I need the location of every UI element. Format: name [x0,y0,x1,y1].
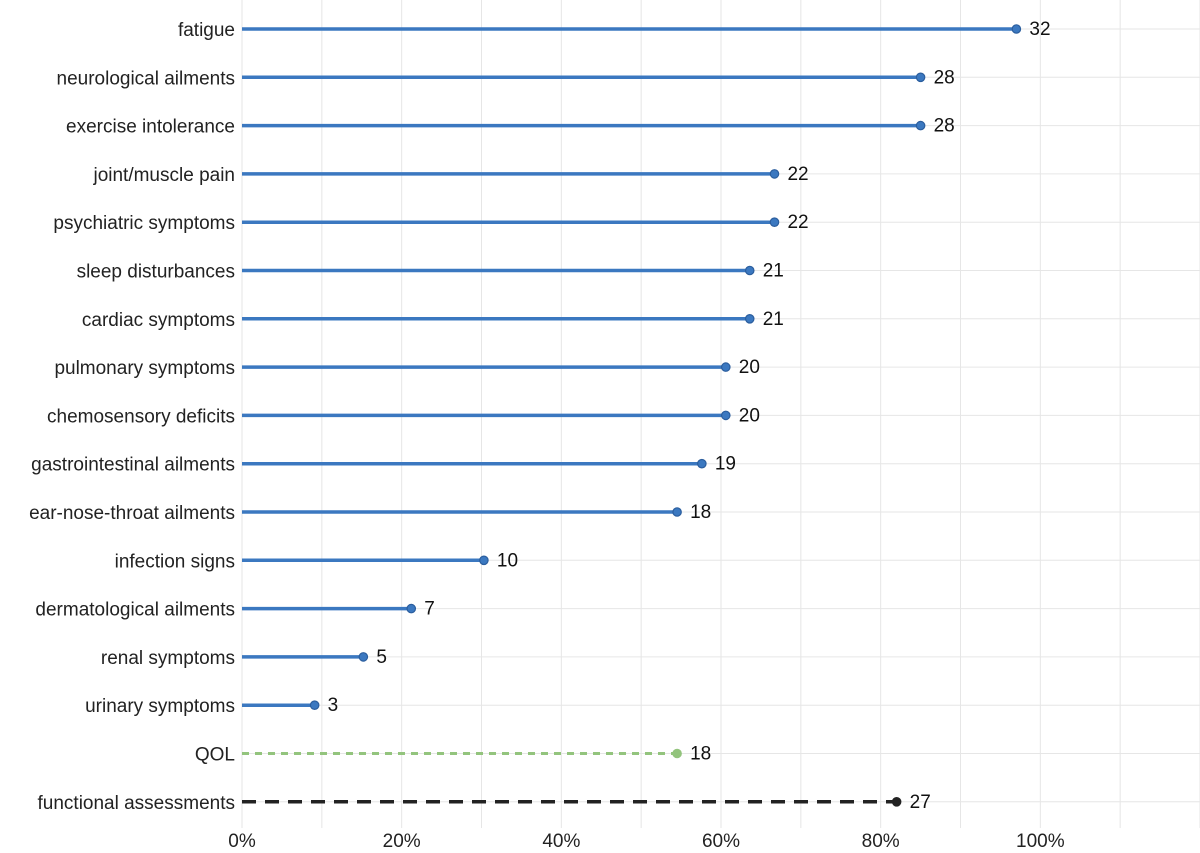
lollipop-dot [406,603,417,614]
lollipop-dot [672,748,682,759]
category-label: psychiatric symptoms [53,213,235,234]
lollipop-dot [720,410,731,421]
value-label: 28 [934,67,955,88]
value-label: 19 [715,454,736,475]
category-label: urinary symptoms [85,696,235,717]
lollipop-dot [744,313,755,324]
value-label: 10 [497,550,518,571]
lollipop-dot [479,555,489,566]
value-label: 21 [763,261,784,282]
category-label: QOL [195,745,235,766]
category-label: sleep disturbances [77,262,235,283]
category-label: infection signs [115,551,235,572]
category-label: functional assessments [38,793,236,814]
category-label: gastrointestinal ailments [31,455,235,476]
category-label: neurological ailments [57,68,236,89]
lollipop-marks: 32 fatigue 28 neurological ailments 28 exerci… [29,19,1050,814]
value-label: 20 [739,405,760,426]
lollipop-dot [891,796,902,807]
category-label: fatigue [178,20,235,41]
value-label: 22 [787,212,808,233]
lollipop-dot [672,507,682,517]
value-label: 18 [690,744,711,765]
value-label: 21 [763,309,784,330]
category-label: dermatological ailments [35,600,235,621]
value-label: 28 [934,116,955,137]
x-tick-label: 80% [862,831,900,852]
value-label: 22 [787,164,808,185]
value-label: 32 [1029,19,1050,40]
category-label: ear-nose-throat ailments [29,503,235,524]
value-label: 27 [910,792,931,813]
value-label: 7 [424,599,435,620]
lollipop-dot [1011,24,1022,34]
category-label: cardiac symptoms [82,310,235,331]
lollipop-dot [744,265,755,276]
x-axis-ticks: 0% 20% 40% 60% 80% 100% [228,831,1064,852]
category-label: exercise intolerance [66,117,235,138]
x-tick-label: 20% [383,831,421,852]
value-label: 5 [376,647,387,668]
lollipop-dot [915,72,926,83]
lollipop-dot [915,120,926,131]
value-label: 3 [328,695,339,716]
category-label: pulmonary symptoms [54,358,235,379]
x-tick-label: 0% [228,831,256,852]
x-tick-label: 40% [542,831,580,852]
category-label: chemosensory deficits [47,406,235,427]
lollipop-dot [358,652,369,662]
x-tick-label: 100% [1016,831,1065,852]
lollipop-dot [720,362,731,372]
lollipop-dot [697,458,707,469]
lollipop-dot [769,217,780,227]
value-label: 20 [739,357,760,378]
lollipop-dot [769,169,780,179]
value-label: 18 [690,502,711,523]
lollipop-dot [309,700,320,710]
x-tick-label: 60% [702,831,740,852]
category-label: renal symptoms [101,648,235,669]
category-label: joint/muscle pain [92,165,235,186]
